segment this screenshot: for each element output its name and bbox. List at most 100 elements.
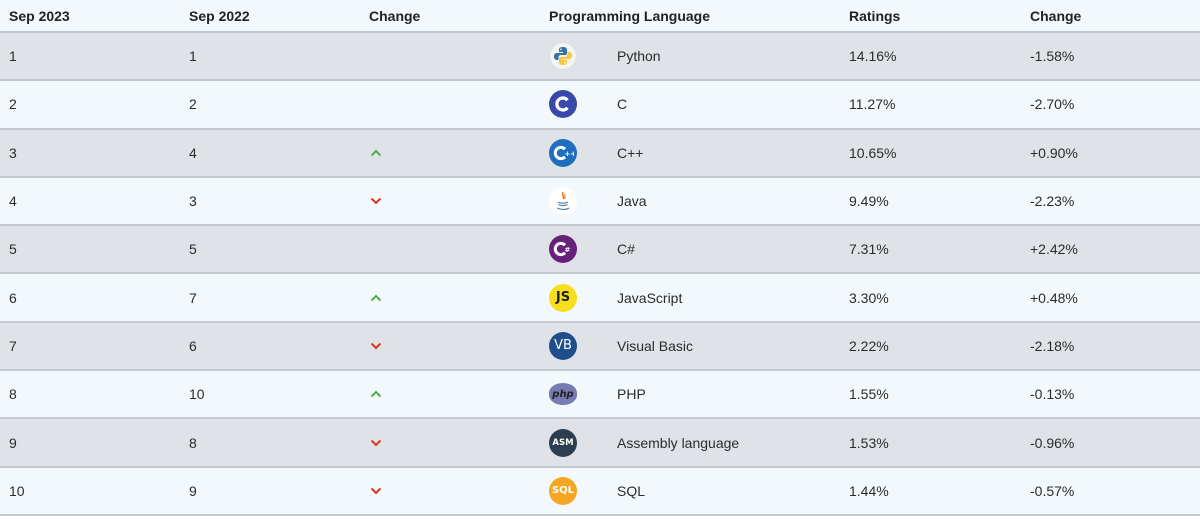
python-logo-icon [549, 42, 577, 71]
trend-indicator [369, 178, 383, 224]
header-language[interactable]: Programming Language [549, 7, 711, 24]
rating-value: 10.65% [849, 144, 897, 161]
rating-value: 11.27% [849, 96, 896, 113]
table-row: 10 9 SQL SQL 1.44% -0.57% [0, 467, 1200, 516]
previous-rank: 10 [189, 386, 205, 403]
table-row: 7 6 VB Visual Basic 2.22% -2.18% [0, 322, 1200, 372]
rating-change-value: -2.18% [1030, 337, 1075, 354]
current-rank: 5 [9, 241, 17, 258]
rating-change-value: +0.48% [1030, 289, 1078, 306]
language-icon-cell: SQL [549, 468, 577, 514]
language-icon-cell: ++ [549, 130, 577, 176]
trend-indicator [369, 274, 383, 320]
java-logo-icon [549, 187, 577, 216]
table-row: 5 5 # C# 7.31% +2.42% [0, 226, 1200, 275]
trend-indicator [369, 33, 383, 79]
trend-indicator [369, 323, 383, 369]
table-row: 1 1 Python 14.16% -1.58% [0, 33, 1200, 82]
table-row: 8 10 php PHP 1.55% -0.13% [0, 371, 1200, 420]
current-rank: 6 [9, 289, 17, 306]
current-rank: 9 [9, 434, 17, 451]
language-icon-cell [549, 81, 577, 127]
trend-up-icon [370, 390, 382, 398]
language-icon-cell: # [549, 226, 577, 272]
rating-change-value: -2.70% [1030, 96, 1075, 113]
rating-value: 1.55% [849, 386, 889, 403]
cpp-logo-icon: ++ [549, 138, 577, 167]
language-icon-cell [549, 178, 577, 224]
rating-value: 1.44% [849, 482, 889, 499]
rating-change-value: -1.58% [1030, 48, 1075, 65]
previous-rank: 8 [189, 434, 197, 451]
current-rank: 1 [9, 48, 17, 65]
header-change[interactable]: Change [369, 7, 421, 24]
language-name: Assembly language [617, 434, 740, 451]
csharp-logo-icon: # [549, 235, 577, 264]
language-name: Java [617, 193, 647, 210]
rating-change-value: +2.42% [1030, 241, 1078, 258]
previous-rank: 5 [189, 241, 197, 258]
rating-change-value: -0.96% [1030, 434, 1075, 451]
table-row: 2 2 C 11.27% -2.70% [0, 81, 1200, 130]
language-name: Python [617, 48, 661, 65]
language-name: C# [617, 241, 635, 258]
language-name: JavaScript [617, 289, 683, 306]
rating-change-value: +0.90% [1030, 144, 1078, 161]
trend-indicator [369, 130, 383, 176]
php-logo-icon: php [549, 383, 577, 406]
language-name: PHP [617, 386, 646, 403]
header-rating-change[interactable]: Change [1030, 7, 1082, 24]
trend-down-icon [370, 197, 382, 205]
table-row: 6 7 JS JavaScript 3.30% +0.48% [0, 274, 1200, 323]
trend-down-icon [370, 342, 382, 350]
current-rank: 7 [9, 337, 17, 354]
rating-value: 9.49% [849, 193, 889, 210]
rating-change-value: -0.57% [1030, 482, 1075, 499]
header-previous-month[interactable]: Sep 2022 [189, 7, 250, 24]
previous-rank: 4 [189, 144, 197, 161]
language-icon-cell: JS [549, 274, 577, 320]
rating-value: 1.53% [849, 434, 889, 451]
previous-rank: 1 [189, 48, 197, 65]
trend-indicator [369, 81, 383, 127]
trend-down-icon [370, 439, 382, 446]
table-row: 4 3 Java 9.49% -2.23% [0, 177, 1200, 227]
rating-value: 7.31% [849, 241, 889, 258]
sql-logo-icon: SQL [549, 476, 577, 505]
trend-indicator [369, 226, 383, 272]
trend-indicator [369, 468, 383, 514]
header-ratings[interactable]: Ratings [849, 7, 901, 24]
trend-indicator [369, 419, 383, 465]
current-rank: 2 [9, 96, 17, 113]
rating-value: 3.30% [849, 289, 889, 306]
rating-change-value: -2.23% [1030, 193, 1075, 210]
table-row: 3 4 ++ C++ 10.65% +0.90% [0, 129, 1200, 178]
language-icon-cell: VB [549, 323, 577, 369]
trend-up-icon [370, 294, 382, 301]
assembly-logo-icon: ASM [549, 428, 577, 457]
trend-down-icon [370, 487, 382, 495]
language-icon-cell [549, 33, 577, 79]
previous-rank: 9 [189, 482, 197, 499]
svg-text:#: # [565, 246, 571, 254]
current-rank: 10 [9, 482, 25, 499]
previous-rank: 7 [189, 289, 197, 306]
language-name: SQL [617, 482, 646, 499]
javascript-logo-icon: JS [549, 283, 577, 312]
current-rank: 3 [9, 144, 17, 161]
table-header: Sep 2023 Sep 2022 Change Programming Lan… [0, 0, 1200, 33]
table-body: 1 1 Python 14.16% -1.58% 2 2 C 11.27% -2… [0, 33, 1200, 516]
rating-value: 2.22% [849, 337, 889, 354]
header-current-month[interactable]: Sep 2023 [9, 7, 70, 24]
language-name: C [617, 96, 628, 113]
language-name: C++ [617, 144, 644, 161]
previous-rank: 2 [189, 96, 197, 113]
language-icon-cell: php [549, 371, 577, 417]
previous-rank: 6 [189, 337, 197, 354]
trend-indicator [369, 371, 383, 417]
current-rank: 8 [9, 386, 17, 403]
svg-text:++: ++ [565, 150, 575, 158]
previous-rank: 3 [189, 193, 197, 210]
language-icon-cell: ASM [549, 419, 577, 465]
